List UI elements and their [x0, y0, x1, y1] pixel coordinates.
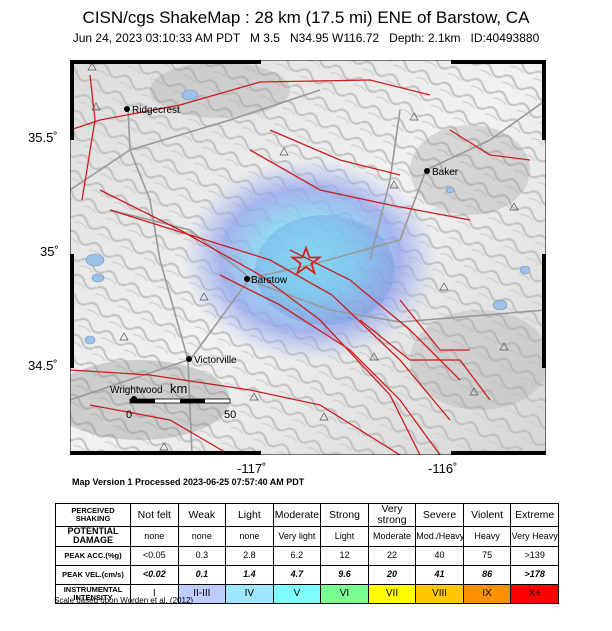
cell: 1.4: [225, 564, 274, 585]
cell: Strong: [320, 502, 369, 528]
event-details: Jun 24, 2023 03:10:33 AM PDT M 3.5 N34.9…: [72, 31, 540, 45]
map-frame-ticks: [70, 60, 546, 455]
row-header: POTENTIAL DAMAGE: [55, 526, 131, 547]
city-label-wrightwood: Wrightwood: [110, 385, 163, 396]
cell: <0.02: [130, 564, 179, 585]
cell: 40: [415, 545, 464, 566]
lat-label-34-5: 34.5˚: [28, 358, 58, 373]
intensity-scale-table: PERCEIVED SHAKING Not felt Weak Light Mo…: [55, 502, 559, 604]
mountain-range-ne: [410, 125, 530, 215]
cell: Not felt: [130, 502, 179, 528]
cell: 12: [320, 545, 369, 566]
cell: >178: [510, 564, 559, 585]
perceived-shaking-row: PERCEIVED SHAKING Not felt Weak Light Mo…: [55, 502, 559, 528]
cell: <0.05: [130, 545, 179, 566]
peak-velocity-row: PEAK VEL.(cm/s) <0.02 0.1 1.4 4.7 9.6 20…: [55, 564, 559, 585]
row-header: PEAK ACC.(%g): [55, 545, 131, 566]
lon-label-116: -116˚: [428, 461, 458, 476]
shakemap: Ridgecrest Baker Barstow Victorville Wri…: [69, 59, 547, 456]
cell: Mod./Heavy: [415, 526, 464, 547]
intensity-cell: VI: [320, 583, 369, 604]
scale-end: 50: [224, 409, 236, 421]
cell: Heavy: [462, 526, 512, 547]
scale-credit: Scale based upon Worden et al. (2012): [54, 596, 194, 605]
cell: Very light: [272, 526, 322, 547]
water-bodies: [84, 89, 531, 345]
intensity-cell: IX: [462, 583, 512, 604]
cell: Very strong: [367, 502, 417, 528]
instrumental-intensity-row: INSTRUMENTAL INTENSITY I II-III IV V VI …: [55, 583, 559, 604]
city-label-baker: Baker: [432, 167, 459, 178]
city-label-victorville: Victorville: [194, 355, 237, 366]
cell: Weak: [177, 502, 227, 528]
cell: 20: [367, 564, 417, 585]
cell: Severe: [415, 502, 464, 528]
peak-acceleration-row: PEAK ACC.(%g) <0.05 0.3 2.8 6.2 12 22 40…: [55, 545, 559, 566]
scale-unit: km: [170, 381, 187, 396]
row-header: PEAK VEL.(cm/s): [55, 564, 131, 585]
map-canvas: Ridgecrest Baker Barstow Victorville Wri…: [69, 59, 547, 456]
cell: 6.2: [272, 545, 322, 566]
map-version: Map Version 1 Processed 2023-06-25 07:57…: [72, 477, 305, 487]
potential-damage-row: POTENTIAL DAMAGE none none none Very lig…: [55, 526, 559, 547]
cell: Light: [320, 526, 369, 547]
row-header: PERCEIVED SHAKING: [55, 502, 131, 528]
intensity-cell: IV: [225, 583, 274, 604]
cell: Moderate: [367, 526, 417, 547]
row-header: INSTRUMENTAL INTENSITY: [55, 583, 131, 604]
cell: 86: [462, 564, 512, 585]
intensity-cell: VIII: [415, 583, 464, 604]
fault-lines: [70, 74, 531, 455]
epicenter-star-icon: [289, 245, 323, 276]
cell: Light: [225, 502, 274, 528]
intensity-cell: X+: [510, 583, 559, 604]
cell: >139: [510, 545, 559, 566]
intensity-cell: I: [130, 583, 179, 604]
city-markers: [124, 106, 430, 402]
intensity-cell: II-III: [177, 583, 227, 604]
cell: Extreme: [510, 502, 559, 528]
roads: [70, 89, 546, 455]
cell: none: [225, 526, 274, 547]
lat-label-35: 35˚: [40, 244, 59, 259]
cell: Moderate: [272, 502, 322, 528]
cell: 0.3: [177, 545, 227, 566]
intensity-cell: V: [272, 583, 322, 604]
scale-start: 0: [126, 409, 132, 421]
cell: Very Heavy: [510, 526, 559, 547]
station-markers: [87, 62, 519, 451]
cell: 4.7: [272, 564, 322, 585]
cell: 75: [462, 545, 512, 566]
scale-bar: km 0 50: [126, 381, 236, 421]
cell: none: [177, 526, 227, 547]
mountain-range-se: [410, 310, 546, 410]
cell: 0.1: [177, 564, 227, 585]
city-label-barstow: Barstow: [251, 275, 288, 286]
lon-label-117: -117˚: [237, 461, 267, 476]
intensity-cell: VII: [367, 583, 417, 604]
cell: none: [130, 526, 179, 547]
cell: 9.6: [320, 564, 369, 585]
lat-label-35-5: 35.5˚: [28, 130, 58, 145]
map-title: CISN/cgs ShakeMap : 28 km (17.5 mi) ENE …: [82, 8, 530, 27]
cell: Violent: [462, 502, 512, 528]
cell: 41: [415, 564, 464, 585]
city-label-ridgecrest: Ridgecrest: [132, 105, 180, 116]
cell: 2.8: [225, 545, 274, 566]
cell: 22: [367, 545, 417, 566]
